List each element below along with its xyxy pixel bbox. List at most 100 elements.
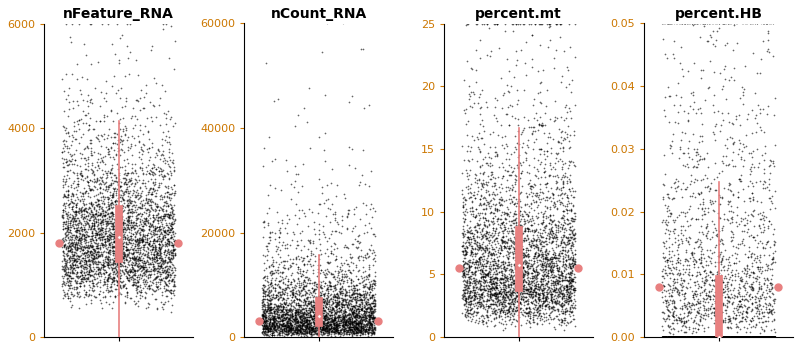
Point — [671, 334, 684, 340]
Point — [722, 271, 734, 277]
Point — [687, 334, 700, 340]
Point — [663, 334, 676, 340]
Point — [488, 191, 501, 197]
Point — [506, 277, 519, 282]
Point — [267, 316, 280, 322]
Point — [122, 241, 134, 246]
Point — [714, 334, 727, 340]
Point — [146, 240, 159, 246]
Point — [734, 334, 747, 340]
Point — [499, 287, 512, 293]
Point — [74, 241, 87, 247]
Point — [357, 321, 370, 327]
Point — [487, 215, 500, 220]
Point — [110, 243, 123, 249]
Point — [550, 234, 563, 240]
Point — [70, 236, 82, 241]
Point — [520, 306, 533, 312]
Point — [126, 238, 138, 243]
Point — [84, 249, 97, 254]
Point — [546, 300, 558, 306]
Point — [285, 329, 298, 335]
Point — [122, 170, 134, 175]
Point — [317, 230, 330, 235]
Point — [142, 286, 155, 292]
Point — [701, 334, 714, 340]
Point — [302, 325, 315, 331]
Point — [746, 316, 758, 321]
Point — [490, 291, 503, 297]
Point — [751, 334, 764, 340]
Point — [470, 214, 482, 219]
Point — [94, 277, 106, 283]
Point — [546, 224, 558, 230]
Point — [103, 210, 116, 216]
Point — [266, 332, 278, 338]
Point — [495, 228, 508, 233]
Point — [662, 281, 674, 287]
Point — [267, 301, 280, 307]
Point — [322, 306, 334, 312]
Point — [299, 298, 312, 303]
Point — [465, 264, 478, 269]
Point — [758, 334, 771, 340]
Point — [338, 328, 351, 334]
Point — [565, 217, 578, 223]
Point — [126, 133, 138, 139]
Point — [545, 256, 558, 262]
Point — [366, 330, 378, 336]
Point — [673, 334, 686, 340]
Point — [337, 290, 350, 296]
Point — [546, 254, 558, 260]
Point — [71, 162, 84, 168]
Point — [59, 222, 72, 227]
Point — [561, 208, 574, 213]
Point — [126, 170, 139, 176]
Point — [67, 275, 80, 280]
Point — [122, 203, 134, 209]
Point — [109, 51, 122, 57]
Point — [311, 282, 324, 287]
Point — [85, 21, 98, 26]
Point — [347, 211, 360, 217]
Point — [462, 265, 475, 270]
Point — [339, 271, 352, 277]
Point — [297, 322, 310, 327]
Point — [257, 287, 270, 293]
Point — [734, 302, 747, 307]
Point — [465, 231, 478, 236]
Point — [707, 221, 720, 226]
Point — [273, 303, 286, 309]
Point — [501, 243, 514, 249]
Point — [113, 263, 126, 269]
Point — [130, 222, 142, 228]
Point — [742, 334, 754, 340]
Point — [316, 289, 329, 294]
Point — [523, 228, 536, 233]
Point — [279, 326, 292, 332]
Point — [660, 334, 673, 340]
Point — [312, 210, 325, 216]
Point — [667, 230, 680, 235]
Point — [151, 218, 164, 223]
Point — [310, 313, 323, 319]
Point — [763, 266, 776, 272]
Point — [346, 292, 359, 297]
Point — [141, 283, 154, 288]
Point — [309, 330, 322, 336]
Title: percent.mt: percent.mt — [475, 7, 562, 21]
Point — [257, 313, 270, 319]
Point — [675, 239, 688, 244]
Point — [335, 307, 348, 313]
Point — [346, 289, 359, 294]
Point — [117, 243, 130, 248]
Point — [562, 290, 575, 296]
Point — [486, 171, 498, 177]
Point — [134, 235, 146, 240]
Point — [755, 309, 768, 315]
Point — [274, 317, 287, 322]
Point — [678, 213, 691, 218]
Point — [352, 320, 365, 326]
Point — [315, 299, 328, 305]
Point — [328, 284, 341, 289]
